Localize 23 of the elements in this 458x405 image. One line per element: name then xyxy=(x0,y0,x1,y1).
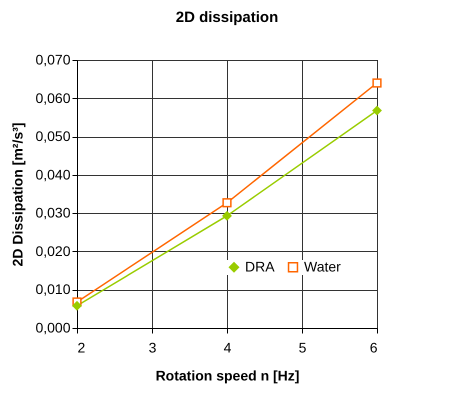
x-tick-label: 4 xyxy=(224,340,232,356)
x-tick-label: 2 xyxy=(78,340,86,356)
y-tick-label: 0,030 xyxy=(35,204,71,221)
legend-label: DRA xyxy=(245,258,276,274)
point xyxy=(72,301,82,310)
y-tick-label: 0,050 xyxy=(35,128,71,144)
y-axis-title: 2D Dissipation [m²/s³] xyxy=(9,122,26,266)
point xyxy=(372,78,382,88)
y-tick-label: 0,040 xyxy=(35,166,71,182)
legend-label: Water xyxy=(304,258,342,274)
y-tick-label: 0,010 xyxy=(35,281,71,298)
x-tick-label: 3 xyxy=(148,340,157,356)
y-tick-label: 0,060 xyxy=(35,90,71,106)
point xyxy=(222,211,232,220)
y-tick-label: 0,070 xyxy=(35,52,71,68)
y-tick-label: 0,000 xyxy=(35,320,71,336)
point xyxy=(222,198,232,208)
x-axis-title: Rotation speed n [Hz] xyxy=(156,368,300,384)
x-tick-label: 6 xyxy=(370,340,378,356)
x-tick-label: 5 xyxy=(298,340,307,356)
y-tick-label: 0,020 xyxy=(35,242,71,259)
chart-title: 2D dissipation xyxy=(176,9,278,26)
point xyxy=(372,106,382,116)
